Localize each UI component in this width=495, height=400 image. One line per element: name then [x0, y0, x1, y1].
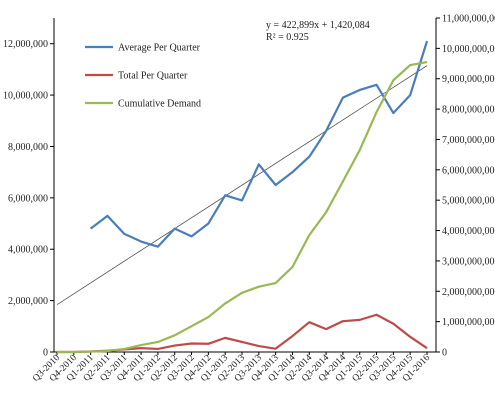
series-line-average-per-quarter: [89, 40, 429, 248]
legend: Average Per Quarter Total Per Quarter Cumu…: [85, 43, 201, 110]
legend-label-total-per-quarter: Total Per Quarter: [118, 71, 188, 82]
left-tick-label: 10,000,000: [3, 91, 48, 102]
right-tick-label: 1,000,000,000: [442, 317, 495, 328]
right-tick-label: 8,000,000,000: [442, 105, 495, 116]
x-tick-labels: Q3-2010Q4-2010Q1-2011Q2-2011Q3-2011Q4-20…: [31, 352, 432, 384]
left-tick-label: 8,000,000: [8, 142, 48, 153]
left-tick-label: 12,000,000: [3, 39, 48, 50]
right-tick-label: 11,000,000,000: [442, 14, 495, 25]
right-tick-label: 10,000,000,000: [442, 44, 495, 55]
right-tick-labels: 0 1,000,000,000 2,000,000,000 3,000,000,000…: [436, 14, 495, 359]
left-tick-label: 2,000,000: [8, 296, 48, 307]
trendline-equation: y = 422,899x + 1,420,084: [266, 20, 370, 31]
trendline-line: [56, 65, 428, 305]
left-tick-labels: 0 2,000,000 4,000,000 6,000,000 8,000,000 10,…: [3, 39, 54, 359]
right-tick-label: 0: [442, 348, 447, 359]
series-line-cumulative-demand: [57, 60, 428, 354]
left-tick-label: 6,000,000: [8, 193, 48, 204]
right-tick-label: 2,000,000,000: [442, 287, 495, 298]
trendline: [56, 65, 428, 305]
trendline-r-squared: R² = 0.925: [266, 32, 309, 43]
left-tick-label: 4,000,000: [8, 245, 48, 256]
legend-label-average-per-quarter: Average Per Quarter: [118, 43, 201, 54]
left-tick-label: 0: [43, 348, 48, 359]
right-tick-label: 3,000,000,000: [442, 256, 495, 267]
right-tick-label: 7,000,000,000: [442, 135, 495, 146]
legend-label-cumulative-demand: Cumulative Demand: [118, 99, 201, 110]
series-lines: [57, 40, 429, 354]
right-tick-label: 6,000,000,000: [442, 165, 495, 176]
right-tick-label: 9,000,000,000: [442, 74, 495, 85]
right-tick-label: 5,000,000,000: [442, 196, 495, 207]
right-tick-label: 4,000,000,000: [442, 226, 495, 237]
series-line-total-per-quarter: [57, 313, 428, 354]
trendline-label: y = 422,899x + 1,420,084 R² = 0.925: [266, 20, 370, 43]
